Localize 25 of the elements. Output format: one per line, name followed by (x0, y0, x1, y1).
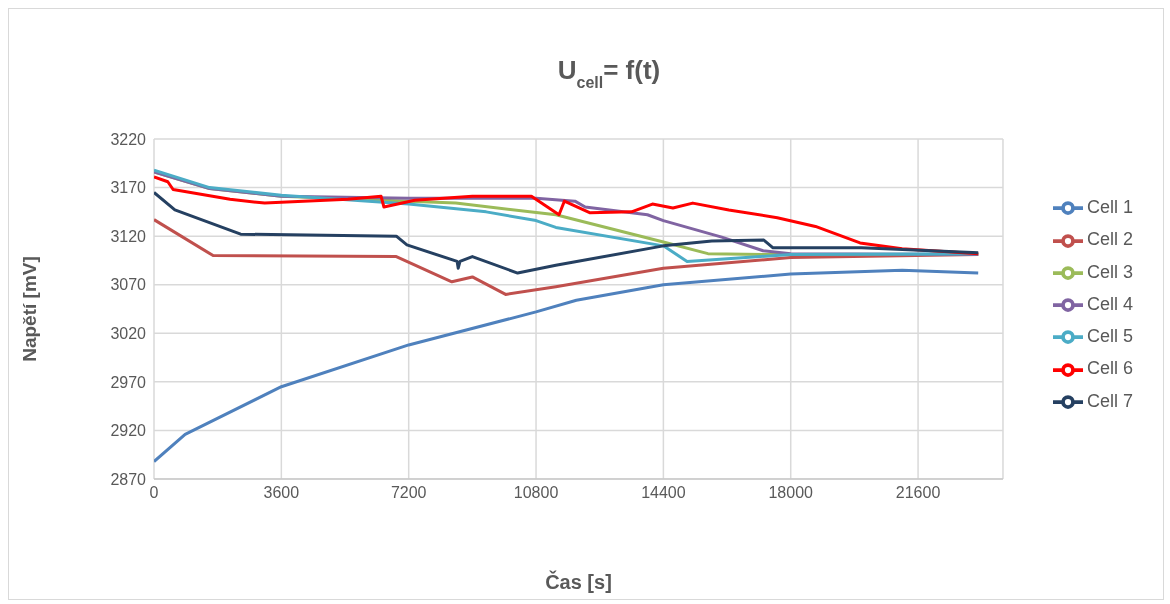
legend-label: Cell 3 (1086, 261, 1133, 282)
legend-label: Cell 4 (1086, 293, 1133, 314)
y-tick-label: 3220 (110, 130, 147, 148)
x-tick-label: 0 (149, 484, 159, 502)
legend-label: Cell 2 (1086, 229, 1133, 250)
legend-label: Cell 1 (1086, 197, 1133, 218)
y-tick-label: 3070 (110, 276, 147, 294)
y-tick-label: 2870 (110, 470, 147, 488)
legend-label: Cell 7 (1086, 390, 1133, 411)
x-tick-label: 3600 (263, 484, 300, 502)
y-tick-label: 2920 (110, 422, 147, 440)
x-tick-label: 14400 (641, 484, 686, 502)
legend-label: Cell 6 (1086, 358, 1133, 379)
legend-label: Cell 5 (1086, 326, 1133, 347)
y-tick-label: 3170 (110, 179, 147, 197)
chart-title: U$_{cell}$= f(t) (557, 55, 661, 91)
x-tick-label: 18000 (768, 484, 814, 502)
x-tick-label: 7200 (390, 484, 427, 502)
y-axis-title: Napětí [mV] (18, 256, 40, 362)
y-tick-label: 2970 (110, 373, 147, 391)
x-tick-label: 21600 (895, 484, 941, 502)
y-tick-label: 3020 (110, 324, 147, 342)
x-tick-label: 10800 (513, 484, 559, 502)
x-axis-title: Čas [s] (545, 570, 612, 593)
y-tick-label: 3120 (110, 227, 147, 245)
